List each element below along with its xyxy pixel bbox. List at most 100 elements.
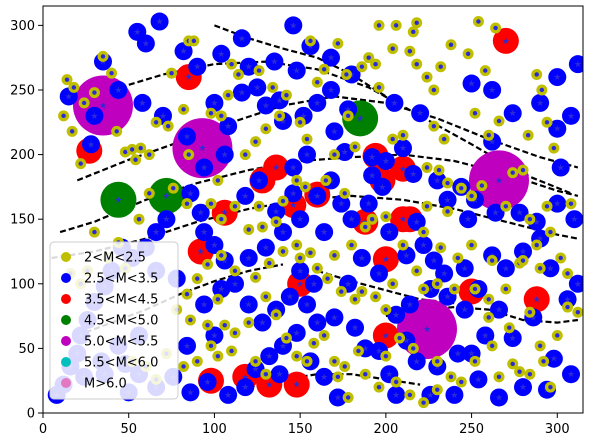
point-2.5-M-3.5: [85, 106, 104, 125]
point-center: [236, 72, 241, 77]
point-3.5-M-4.5: [372, 322, 399, 349]
point-2.5-M-3.5: [287, 61, 306, 80]
epicenter-star: ★: [416, 109, 424, 119]
point-2.5-M-3.5: [212, 279, 231, 298]
point-center: [486, 315, 491, 320]
point-center: [253, 359, 258, 364]
point-2.5-M-3.5: [483, 80, 502, 99]
epicenter-star: ★: [99, 58, 107, 68]
point-2.5-M-3.5: [315, 223, 334, 242]
point-2.5-M-3.5: [195, 158, 214, 177]
epicenter-star: ★: [536, 235, 544, 245]
epicenter-star: ★: [253, 83, 261, 93]
point-center: [544, 204, 550, 209]
point-2.5-M-3.5: [298, 295, 316, 314]
epicenter-star: ★: [495, 176, 503, 186]
epicenter-star: ★: [413, 218, 421, 228]
legend-label: 5.0<M<5.5: [84, 335, 158, 350]
x-tick-label: 200: [373, 422, 398, 437]
y-tick-label: 200: [10, 148, 35, 163]
point-center: [539, 87, 545, 93]
epicenter-star: ★: [390, 99, 398, 109]
point-center: [352, 297, 358, 302]
point-center: [208, 111, 214, 116]
epicenter-star: ★: [286, 293, 294, 303]
point-2.5-M-3.5: [558, 290, 577, 309]
point-center: [263, 294, 269, 299]
point-center: [222, 322, 227, 328]
point-center: [308, 250, 313, 255]
epicenter-star: ★: [564, 295, 572, 305]
x-tick-label: 250: [459, 422, 484, 437]
epicenter-star: ★: [133, 28, 141, 38]
epicenter-star: ★: [217, 50, 225, 60]
point-center: [390, 136, 395, 142]
point-center: [421, 286, 426, 292]
point-center: [472, 286, 478, 292]
epicenter-star: ★: [276, 96, 284, 106]
point-2.5-M-3.5: [568, 274, 583, 293]
point-2.5-M-3.5: [284, 158, 303, 177]
point-center: [435, 387, 440, 392]
epicenter-star: ★: [159, 112, 167, 122]
epicenter-star: ★: [553, 125, 561, 135]
point-2.5-M-3.5: [562, 365, 580, 384]
epicenter-star: ★: [509, 334, 517, 344]
epicenter-star: ★: [185, 73, 193, 83]
point-center: [407, 49, 413, 54]
point-2.5-M-3.5: [370, 264, 388, 283]
point-center: [332, 152, 337, 157]
epicenter-star: ★: [450, 391, 458, 401]
point-center: [229, 348, 234, 354]
point-center: [435, 281, 440, 286]
epicenter-star: ★: [341, 148, 349, 158]
point-2.5-M-3.5: [411, 104, 430, 123]
point-2.5-M-3.5: [363, 148, 382, 167]
point-center: [219, 216, 224, 222]
epicenter-star: ★: [197, 247, 205, 257]
point-center: [383, 307, 389, 312]
point-center: [436, 167, 442, 173]
point-center: [544, 120, 550, 125]
y-tick-label: 250: [10, 83, 35, 98]
point-center: [400, 133, 406, 138]
epicenter-star: ★: [200, 300, 208, 310]
point-2.5-M-3.5: [376, 152, 395, 171]
epicenter-star: ★: [114, 196, 122, 206]
point-2.5-M-3.5: [562, 106, 580, 125]
point-center: [486, 133, 491, 138]
epicenter-star: ★: [186, 388, 194, 398]
point-center: [520, 167, 526, 173]
epicenter-star: ★: [392, 391, 400, 401]
point-2.5-M-3.5: [178, 127, 196, 146]
point-2.5-M-3.5: [232, 29, 251, 48]
point-center: [208, 343, 214, 349]
point-2.5-M-3.5: [568, 55, 583, 74]
point-center: [308, 38, 313, 44]
legend-marker: [61, 294, 71, 304]
epicenter-star: ★: [454, 350, 462, 360]
point-center: [414, 61, 419, 67]
legend-label: 3.5<M<4.5: [84, 293, 158, 308]
y-tick-label: 0: [27, 407, 35, 422]
point-2.5-M-3.5: [332, 194, 351, 213]
point-center: [253, 275, 258, 280]
point-center: [297, 255, 303, 261]
point-center: [352, 144, 358, 150]
point-center: [321, 333, 327, 338]
point-center: [369, 216, 375, 222]
point-2.5-M-3.5: [274, 223, 292, 242]
point-2.5-M-3.5: [304, 274, 323, 293]
epicenter-star: ★: [313, 99, 321, 109]
point-center: [359, 64, 365, 69]
point-2.5-M-3.5: [503, 104, 522, 123]
epicenter-star: ★: [327, 54, 335, 64]
point-center: [548, 384, 553, 390]
epicenter-star: ★: [502, 264, 510, 274]
point-center: [303, 184, 308, 190]
point-2.5-M-3.5: [236, 378, 255, 397]
epicenter-star: ★: [198, 144, 206, 154]
point-2.5-M-3.5: [133, 93, 152, 112]
point-center: [424, 165, 430, 170]
point-2.5-M-3.5: [531, 93, 550, 112]
